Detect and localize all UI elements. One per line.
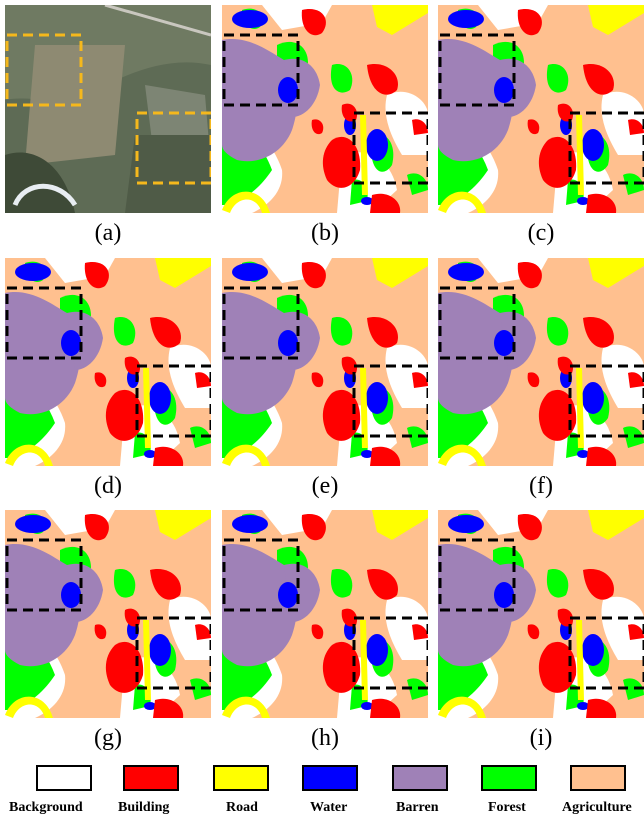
caption-i: (i) bbox=[529, 725, 553, 751]
caption-e: (e) bbox=[311, 473, 339, 499]
panel-d-segmentation-map bbox=[5, 258, 211, 466]
caption-d: (d) bbox=[94, 473, 122, 499]
panel-f-segmentation-map bbox=[438, 258, 644, 466]
legend-swatch-water bbox=[302, 765, 358, 791]
panel-i-segmentation-map bbox=[438, 510, 644, 718]
caption-f: (f) bbox=[529, 473, 553, 499]
legend-label-barren: Barren bbox=[396, 800, 439, 815]
caption-g: (g) bbox=[94, 725, 122, 751]
caption-c: (c) bbox=[527, 220, 555, 246]
legend-label-background: Background bbox=[9, 800, 83, 815]
legend-label-forest: Forest bbox=[488, 800, 526, 815]
legend-label-road: Road bbox=[226, 800, 258, 815]
legend-swatch-barren bbox=[392, 765, 448, 791]
panel-b-segmentation-map bbox=[222, 5, 428, 213]
legend-label-water: Water bbox=[310, 800, 348, 815]
caption-a: (a) bbox=[94, 220, 122, 246]
caption-h: (h) bbox=[311, 725, 339, 751]
panel-a-aerial-photo bbox=[5, 5, 211, 213]
legend-label-agriculture: Agriculture bbox=[562, 800, 632, 815]
legend-swatch-background bbox=[36, 765, 92, 791]
panel-h-segmentation-map bbox=[222, 510, 428, 718]
legend-swatch-road bbox=[213, 765, 269, 791]
legend-swatch-forest bbox=[481, 765, 537, 791]
caption-b: (b) bbox=[311, 220, 339, 246]
panel-e-segmentation-map bbox=[222, 258, 428, 466]
legend-swatch-agriculture bbox=[570, 765, 626, 791]
legend-label-building: Building bbox=[118, 800, 170, 815]
panel-g-segmentation-map bbox=[5, 510, 211, 718]
legend-swatch-building bbox=[123, 765, 179, 791]
panel-c-segmentation-map bbox=[438, 5, 644, 213]
